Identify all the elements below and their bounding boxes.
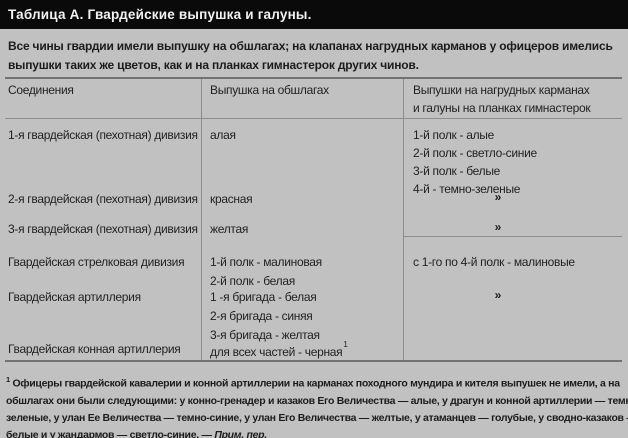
ditto-mark: »: [494, 288, 502, 302]
cuff-line: 2-я бригада - синяя: [210, 309, 313, 323]
table-title: Таблица А. Гвардейские выпушка и галуны.: [8, 7, 312, 22]
cuff-line: 3-я бригада - желтая: [210, 328, 320, 342]
column-divider-2: [403, 79, 404, 360]
row-cuff-value: для всех частей - черная1: [210, 340, 348, 361]
cuff-line: для всех частей - черная: [210, 345, 343, 359]
intro-line: выпушки таких же цветов, как и на планка…: [8, 58, 419, 72]
pocket-line: 1-й полк - алые: [413, 128, 495, 142]
pocket-line: 4-й - темно-зеленые: [413, 182, 521, 196]
footnote-line: обшлагах они были следующими: у конно-гр…: [6, 394, 628, 407]
header-separator-line: [5, 118, 622, 119]
footnote-reference: 1: [343, 340, 348, 349]
footnote: 1 Офицеры гвардейской кавалерии и конной…: [6, 371, 628, 438]
cuff-line: 1-й полк - малиновая: [210, 255, 322, 269]
row-cuff-values: 1 -я бригада - белая 2-я бригада - синяя…: [210, 288, 320, 345]
row-cuff-value: красная: [210, 192, 253, 206]
table-top-border: [5, 77, 622, 79]
row-formation: Гвардейская конная артиллерия: [8, 342, 181, 356]
column3-row-separator-line: [404, 236, 622, 237]
pocket-line: 2-й полк - светло-синие: [413, 146, 537, 160]
intro-line: Все чины гвардии имели выпушку на обшлаг…: [8, 39, 613, 53]
header-pocket-piping-line: и галуны на планках гимнастерок: [413, 101, 591, 115]
table-title-bar: Таблица А. Гвардейские выпушка и галуны.: [0, 0, 628, 29]
row-cuff-value: желтая: [210, 222, 249, 236]
footnote-translator-note: Прим. пер.: [214, 428, 267, 438]
table-bottom-border: [5, 360, 622, 362]
pocket-line: 3-й полк - белые: [413, 164, 501, 178]
row-pocket-value: с 1-го по 4-й полк - малиновые: [413, 255, 575, 269]
row-formation: Гвардейская артиллерия: [8, 290, 141, 304]
footnote-line: зеленые, у улан Ее Величества — темно-си…: [6, 411, 628, 424]
header-pocket-piping: Выпушки на нагрудных карманах и галуны н…: [413, 81, 591, 117]
header-cuff-piping: Выпушка на обшлагах: [210, 83, 329, 97]
header-pocket-piping-line: Выпушки на нагрудных карманах: [413, 83, 590, 97]
footnote-marker: 1: [6, 375, 10, 384]
row-formation: 1-я гвардейская (пехотная) дивизия: [8, 128, 198, 142]
row-pocket-values: 1-й полк - алые 2-й полк - светло-синие …: [413, 126, 537, 198]
footnote-line: белые и у жандармов — светло-синие, — Пр…: [6, 427, 624, 438]
cuff-line: 2-й полк - белая: [210, 274, 295, 288]
footnote-line: 1 Офицеры гвардейской кавалерии и конной…: [6, 375, 620, 390]
column-divider-1: [201, 79, 202, 360]
header-formations: Соединения: [8, 83, 74, 97]
row-cuff-value: алая: [210, 128, 236, 142]
row-formation: 3-я гвардейская (пехотная) дивизия: [8, 222, 198, 236]
row-formation: Гвардейская стрелковая дивизия: [8, 255, 185, 269]
intro-paragraph: Все чины гвардии имели выпушку на обшлаг…: [8, 37, 624, 75]
ditto-mark: »: [494, 220, 502, 234]
ditto-mark: »: [494, 190, 502, 204]
cuff-line: 1 -я бригада - белая: [210, 290, 317, 304]
row-cuff-values: 1-й полк - малиновая 2-й полк - белая: [210, 253, 322, 291]
row-formation: 2-я гвардейская (пехотная) дивизия: [8, 192, 198, 206]
